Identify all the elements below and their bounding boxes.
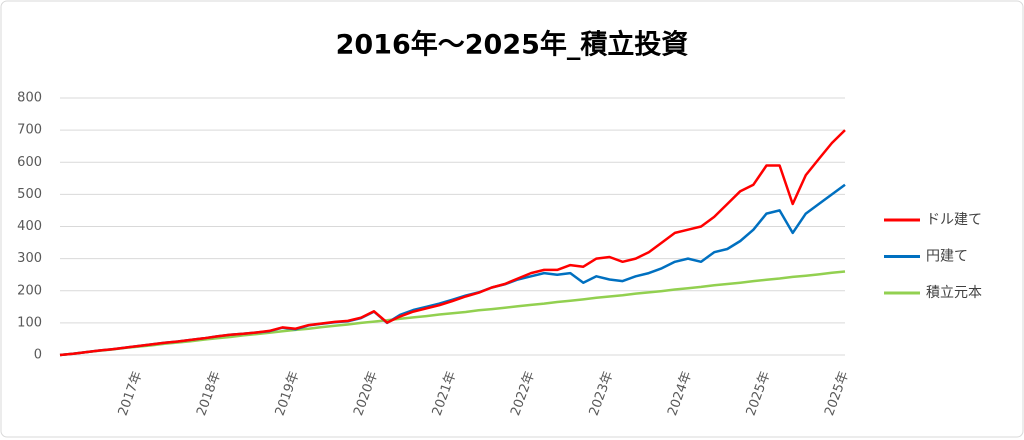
y-tick-label: 800 [17, 91, 42, 106]
legend-label: ドル建て [926, 212, 982, 228]
series-line [59, 270, 846, 357]
y-tick-label: 100 [17, 315, 42, 330]
y-tick-label: 400 [17, 219, 42, 234]
y-tick-label: 200 [17, 283, 42, 298]
y-tick-label: 600 [17, 155, 42, 170]
legend-label: 積立元本 [926, 285, 982, 301]
y-tick-label: 700 [17, 123, 42, 138]
y-tick-label: 300 [17, 251, 42, 266]
chart-title: 2016年～2025年_積立投資 [336, 29, 689, 61]
legend-label: 円建て [926, 249, 968, 265]
y-tick-label: 500 [17, 187, 42, 202]
y-tick-label: 0 [34, 348, 42, 363]
series-line [59, 129, 846, 357]
